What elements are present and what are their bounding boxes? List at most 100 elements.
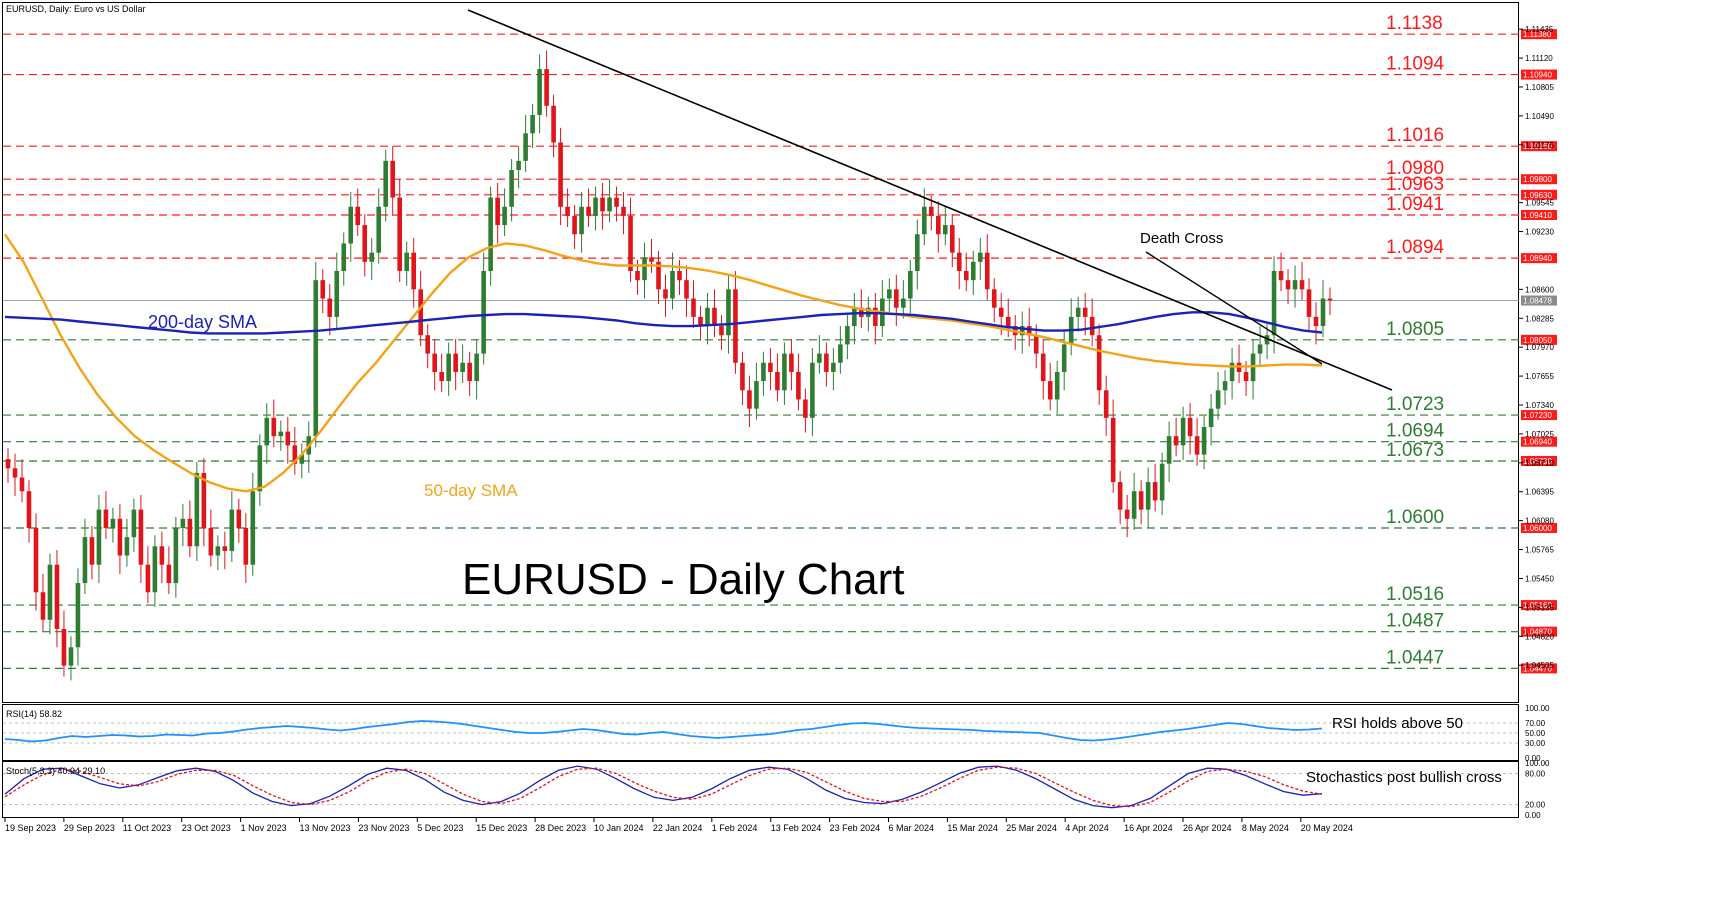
- candle-body: [1089, 316, 1095, 336]
- candle-body: [908, 270, 913, 299]
- candle-body: [656, 261, 661, 290]
- date-axis-label: 22 Jan 2024: [653, 823, 703, 833]
- candle-body: [901, 298, 906, 308]
- candle-body: [768, 362, 773, 372]
- candle-body: [173, 527, 179, 584]
- candle-body: [229, 509, 235, 551]
- candle-body: [754, 381, 759, 409]
- candle-body: [285, 431, 291, 446]
- price-axis-label: 1.08285: [1525, 314, 1554, 323]
- candle-body: [1229, 362, 1235, 382]
- axis-tag-text-1.10160: 1.10160: [1523, 142, 1552, 151]
- date-axis-label: 16 Apr 2024: [1124, 823, 1173, 833]
- axis-tag-1.05160: [1521, 600, 1557, 611]
- candle-body: [54, 564, 60, 629]
- candle-body: [586, 206, 591, 216]
- axis-tag-1.07230: [1521, 410, 1557, 421]
- candle-body: [1264, 335, 1270, 345]
- candle-body: [1019, 326, 1025, 336]
- current-price-tag: [1521, 295, 1557, 306]
- candle-body: [1313, 316, 1319, 327]
- candle-body: [222, 546, 228, 551]
- candle-body: [922, 206, 927, 235]
- level-label-1.1094: 1.1094: [1386, 54, 1445, 75]
- candle-body: [1040, 353, 1046, 382]
- level-label-1.1138: 1.1138: [1386, 13, 1443, 34]
- candle-body: [110, 518, 116, 528]
- candle-body: [61, 628, 67, 666]
- candle-body: [509, 170, 514, 207]
- candle-body: [537, 69, 542, 115]
- candle-body: [299, 454, 305, 464]
- axis-tag-text-1.04870: 1.04870: [1523, 628, 1552, 637]
- candle-body: [250, 491, 256, 565]
- date-axis-label: 1 Feb 2024: [712, 823, 758, 833]
- candle-body: [1201, 427, 1207, 455]
- date-axis-label: 11 Oct 2023: [123, 823, 171, 833]
- price-axis-label: 1.05765: [1525, 546, 1554, 555]
- candle-body: [915, 234, 920, 271]
- axis-tag-text-1.04470: 1.04470: [1523, 664, 1552, 673]
- axis-tag-1.06940: [1521, 436, 1557, 447]
- candle-body: [1166, 436, 1172, 464]
- candle-body: [488, 197, 493, 271]
- date-axis-label: 8 May 2024: [1242, 823, 1289, 833]
- candle-body: [278, 431, 284, 437]
- axis-tag-1.08050: [1521, 334, 1557, 345]
- price-axis-label: 1.10490: [1525, 112, 1554, 121]
- candle-body: [264, 417, 270, 446]
- candle-body: [446, 353, 451, 382]
- price-axis-label: 1.05135: [1525, 603, 1554, 612]
- rsi-note: RSI holds above 50: [1332, 715, 1463, 732]
- price-axis-label: 1.09230: [1525, 228, 1554, 237]
- candle-body: [565, 206, 570, 216]
- candle-body: [362, 225, 368, 262]
- candle-body: [257, 445, 263, 492]
- candle-body: [201, 472, 207, 528]
- candle-body: [243, 527, 249, 565]
- candle-body: [439, 371, 444, 382]
- candle-body: [292, 445, 298, 464]
- candle-body: [642, 257, 647, 281]
- price-axis-label: 1.06395: [1525, 488, 1554, 497]
- candle-body: [1145, 482, 1151, 510]
- candle-body: [320, 280, 326, 299]
- candle-body: [1082, 307, 1088, 317]
- rsi-axis-label: 50.00: [1525, 729, 1546, 738]
- candle-body: [180, 518, 186, 528]
- date-axis-label: 25 Mar 2024: [1006, 823, 1057, 833]
- date-axis-label: 6 Mar 2024: [889, 823, 935, 833]
- candle-body: [404, 252, 409, 271]
- candle-body: [96, 509, 102, 565]
- candle-body: [530, 114, 535, 134]
- candle-body: [1159, 463, 1165, 501]
- candle-body: [1215, 390, 1221, 409]
- candle-body: [817, 353, 822, 363]
- candle-body: [1299, 280, 1305, 290]
- stoch-axis-label: 0.00: [1525, 811, 1541, 820]
- date-axis-label: 20 May 2024: [1301, 823, 1353, 833]
- candle-body: [124, 537, 130, 556]
- candle-body: [1152, 482, 1158, 501]
- candle-body: [453, 353, 458, 372]
- price-axis-label: 1.11120: [1525, 54, 1553, 63]
- candle-body: [1320, 298, 1326, 327]
- candle-body: [1243, 371, 1249, 382]
- death-cross-label: Death Cross: [1140, 230, 1223, 247]
- sma200-label: 200-day SMA: [148, 312, 257, 332]
- candle-body: [984, 252, 990, 290]
- axis-tag-text-1.06940: 1.06940: [1523, 438, 1552, 447]
- candle-body: [1096, 335, 1102, 391]
- level-label-1.0487: 1.0487: [1386, 611, 1444, 632]
- candle-body: [495, 197, 500, 226]
- level-label-1.0980: 1.0980: [1386, 158, 1444, 179]
- candle-body: [621, 206, 626, 216]
- axis-tag-1.09800: [1521, 174, 1557, 185]
- level-label-1.0723: 1.0723: [1386, 394, 1444, 415]
- date-axis-label: 28 Dec 2023: [535, 823, 586, 833]
- candle-body: [418, 289, 423, 336]
- axis-tag-1.08940: [1521, 253, 1557, 264]
- candle-body: [516, 160, 521, 171]
- level-label-1.0673: 1.0673: [1386, 440, 1444, 461]
